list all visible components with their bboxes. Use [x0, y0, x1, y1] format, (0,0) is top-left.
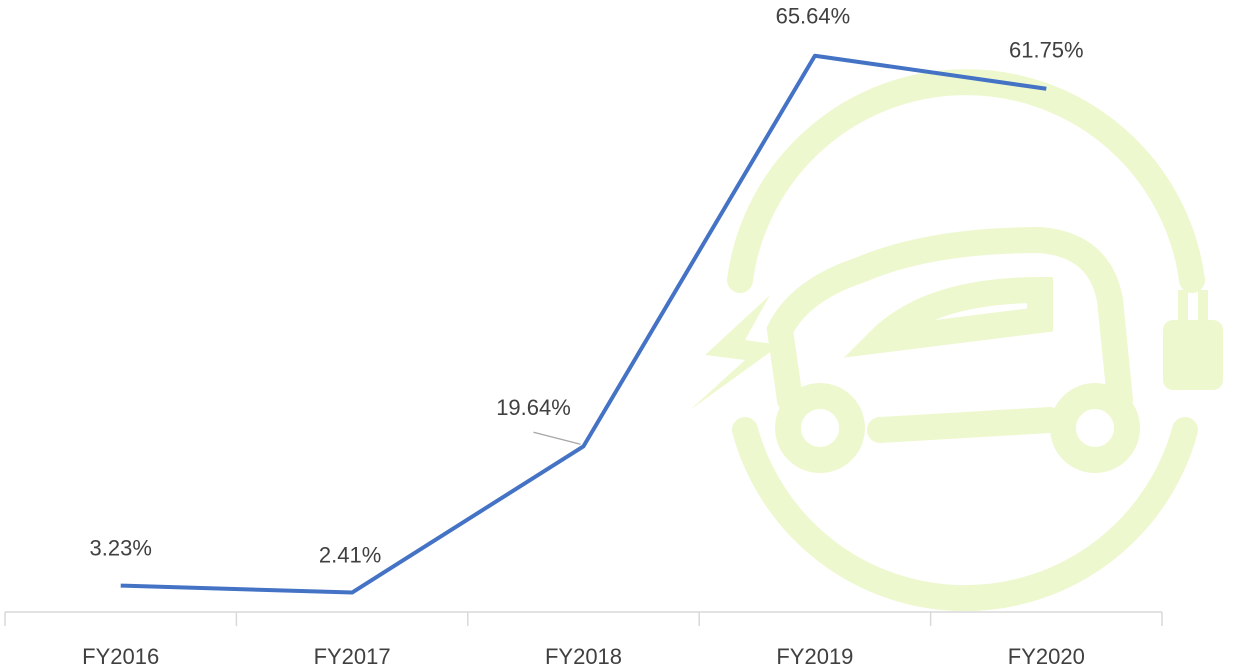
background-icon	[740, 82, 1192, 598]
data-label: 19.64%	[496, 395, 571, 420]
data-label: 3.23%	[90, 535, 152, 560]
data-label: 65.64%	[776, 4, 851, 29]
chart: FY2016 FY2017 FY2018 FY2019 FY2020 3.23% 2.41%…	[0, 0, 1243, 671]
x-tick-label: FY2019	[776, 644, 853, 669]
x-tick-label: FY2017	[314, 644, 391, 669]
data-label: 2.41%	[319, 542, 381, 567]
x-tick-label: FY2018	[545, 644, 622, 669]
x-tick-label: FY2016	[82, 644, 159, 669]
data-label: 61.75%	[1009, 38, 1084, 63]
leader-line	[534, 432, 581, 444]
x-tick-label: FY2020	[1008, 644, 1085, 669]
